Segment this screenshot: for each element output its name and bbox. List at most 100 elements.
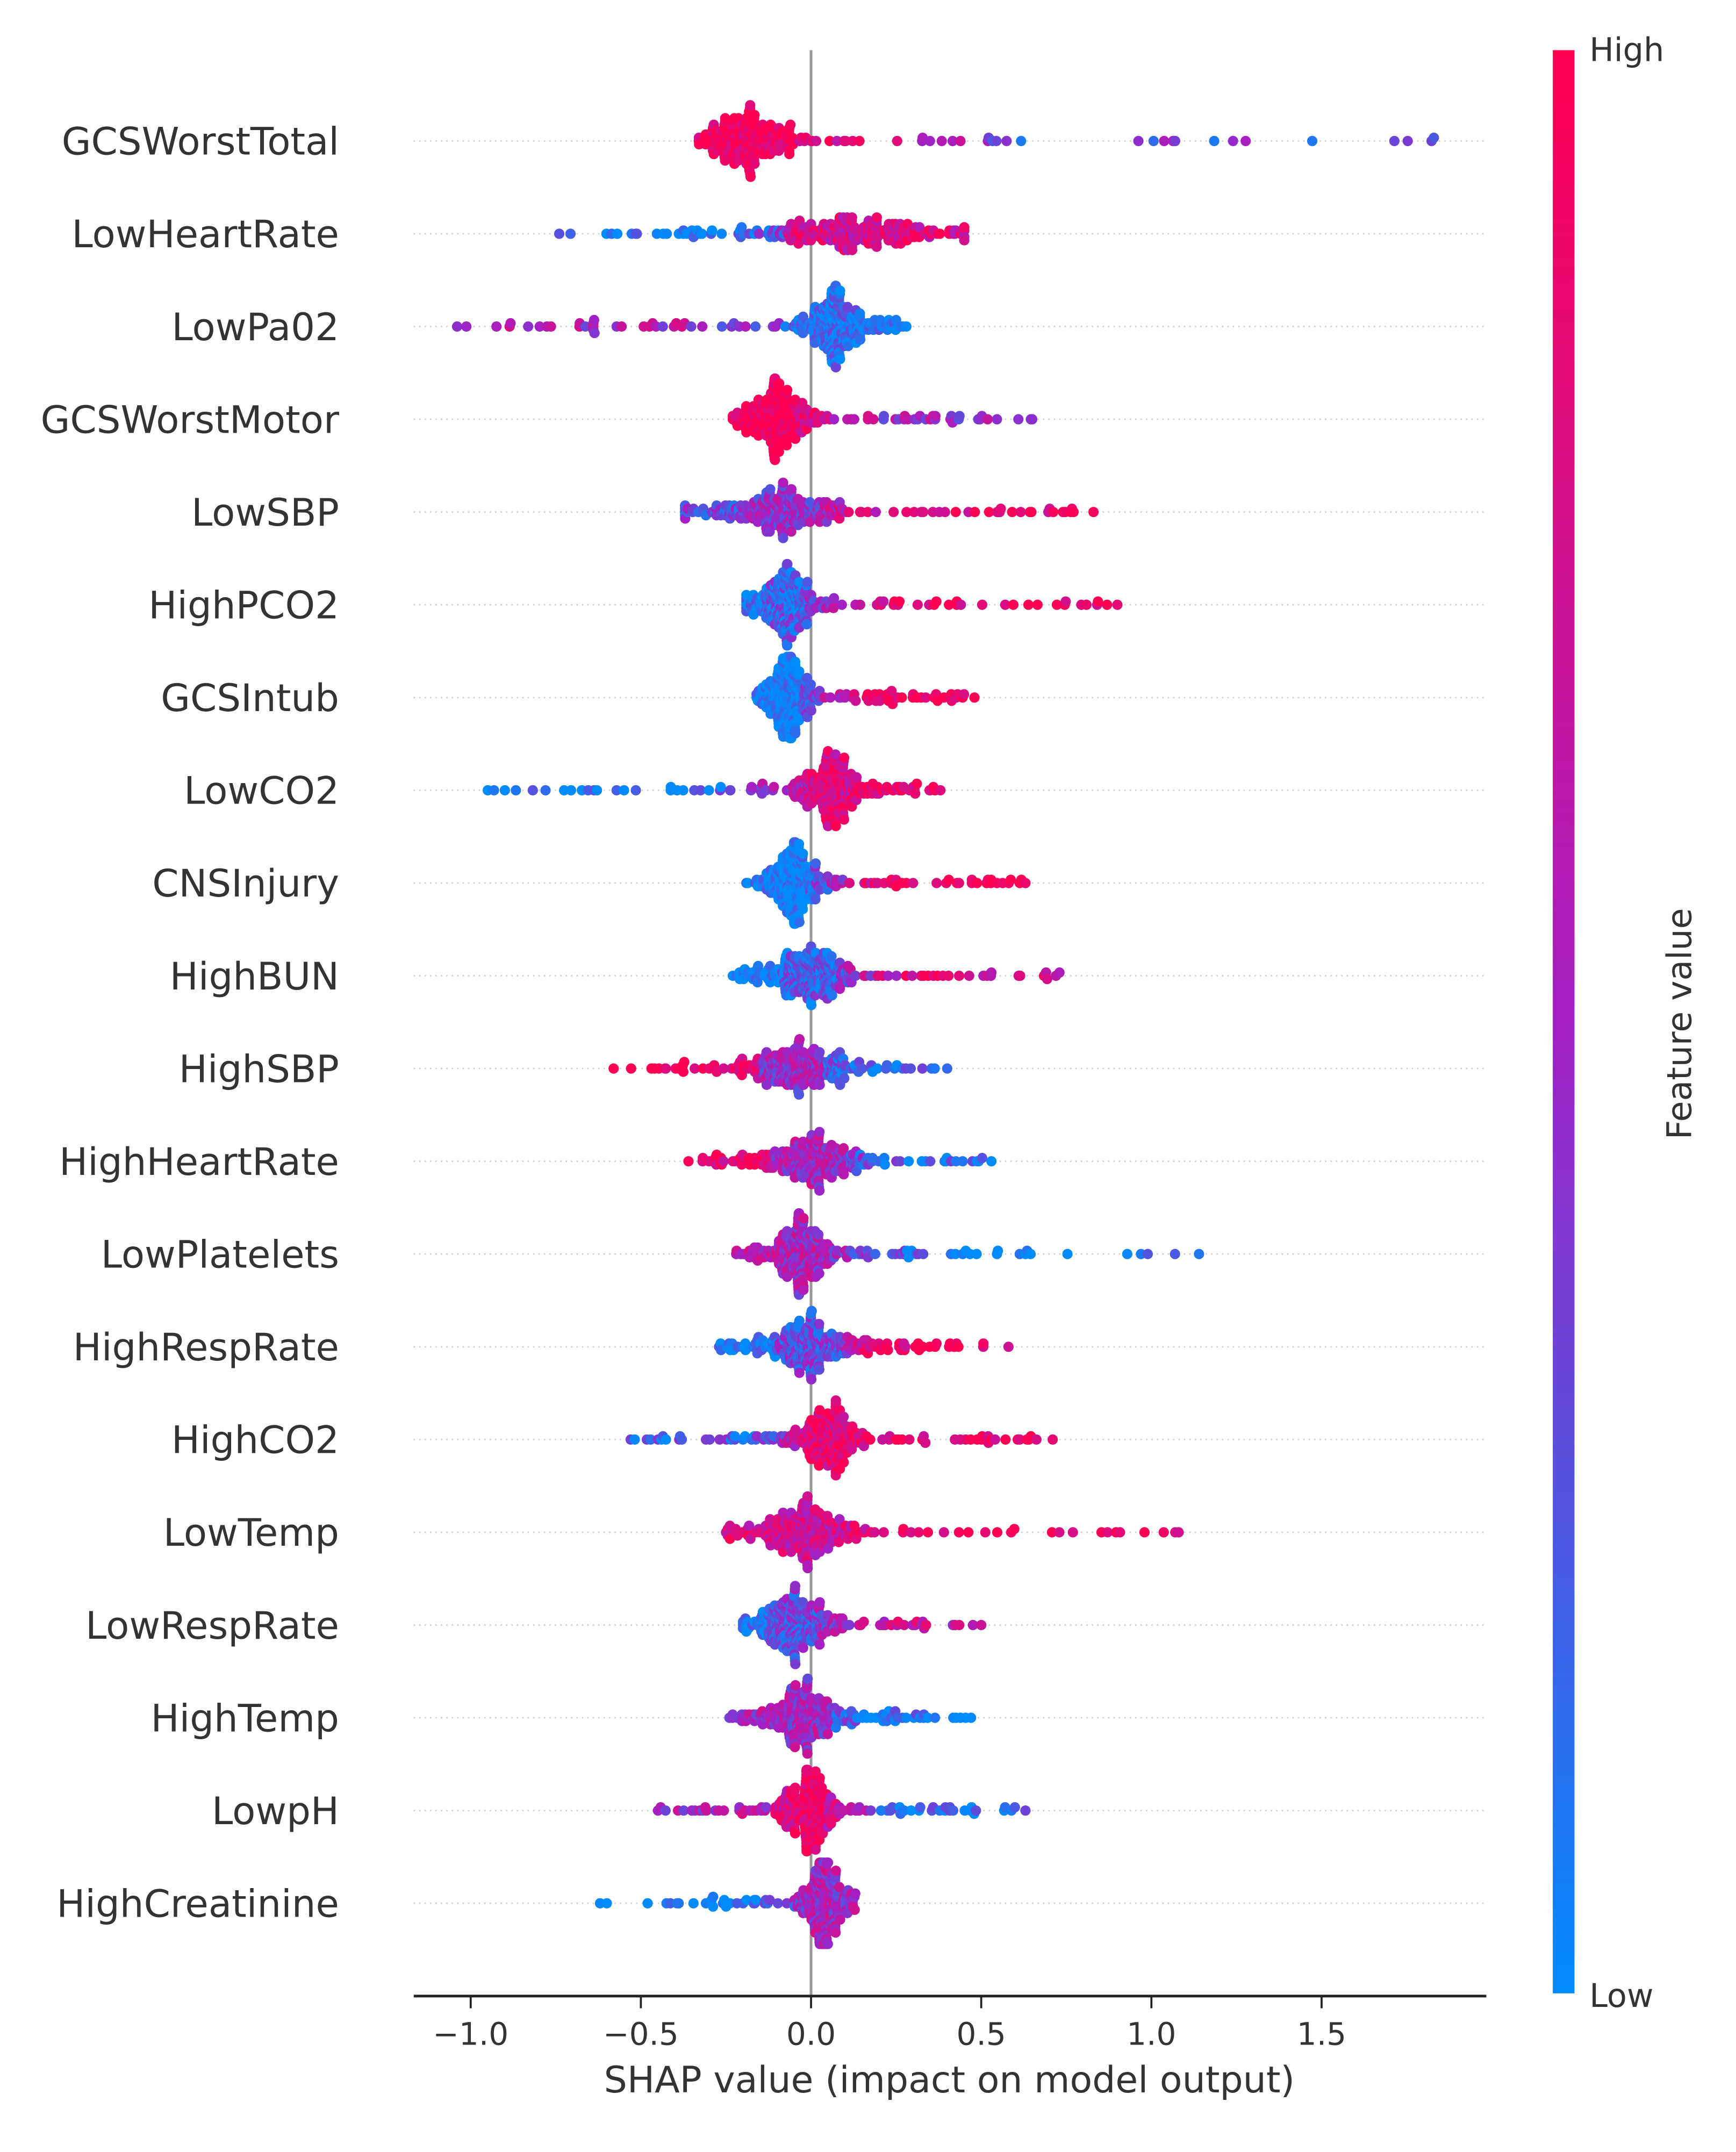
shap-point bbox=[872, 1063, 883, 1074]
shap-point bbox=[540, 785, 551, 795]
shap-point bbox=[718, 1156, 729, 1167]
shap-point bbox=[894, 596, 905, 607]
shap-point bbox=[1014, 1434, 1025, 1445]
shap-point bbox=[830, 1395, 841, 1406]
shap-point bbox=[921, 1619, 931, 1631]
shap-point bbox=[794, 1367, 805, 1378]
shap-point bbox=[461, 321, 472, 332]
shap-point bbox=[1088, 507, 1099, 518]
shap-point bbox=[838, 1143, 849, 1154]
shap-point bbox=[850, 695, 861, 706]
shap-point bbox=[855, 334, 866, 345]
shap-point bbox=[811, 135, 822, 146]
shap-point bbox=[660, 1805, 671, 1816]
shap-point bbox=[1194, 1249, 1204, 1259]
shap-point bbox=[868, 414, 879, 425]
shap-point bbox=[827, 990, 837, 1001]
shap-point bbox=[678, 1805, 689, 1816]
shap-point bbox=[950, 1249, 961, 1259]
shap-point bbox=[836, 599, 847, 610]
shap-point bbox=[790, 433, 801, 444]
shap-point bbox=[1093, 596, 1103, 607]
shap-point bbox=[1158, 1527, 1169, 1538]
shap-point bbox=[1016, 135, 1027, 146]
shap-point bbox=[611, 785, 622, 795]
shap-point bbox=[843, 341, 853, 352]
shap-point bbox=[1429, 132, 1439, 143]
shap-point bbox=[810, 858, 821, 869]
shap-point bbox=[925, 1156, 936, 1167]
shap-point bbox=[888, 507, 899, 518]
shap-point bbox=[1025, 1249, 1036, 1259]
shap-point bbox=[847, 212, 857, 223]
shap-point bbox=[844, 1619, 855, 1631]
shap-point bbox=[905, 1063, 916, 1074]
shap-point bbox=[1015, 970, 1025, 981]
shap-point bbox=[903, 1156, 914, 1167]
shap-point bbox=[939, 507, 950, 518]
shap-point bbox=[924, 135, 935, 146]
shap-point bbox=[1170, 1249, 1180, 1259]
shap-point bbox=[782, 385, 793, 396]
shap-point bbox=[798, 1597, 808, 1608]
shap-point bbox=[900, 1342, 910, 1352]
shap-point bbox=[801, 1846, 813, 1856]
shap-point bbox=[904, 1434, 915, 1445]
shap-point bbox=[745, 171, 756, 182]
shap-point bbox=[910, 788, 921, 799]
shap-point bbox=[1068, 507, 1079, 518]
shap-point bbox=[761, 1079, 772, 1090]
shap-point bbox=[964, 970, 974, 981]
shap-point bbox=[678, 785, 688, 795]
shap-point bbox=[806, 1305, 817, 1316]
shap-point bbox=[930, 411, 941, 421]
shap-point bbox=[813, 1229, 824, 1240]
dots-layer bbox=[451, 100, 1439, 1949]
shap-point bbox=[883, 970, 894, 981]
shap-point bbox=[742, 878, 754, 888]
shap-point bbox=[718, 1063, 729, 1074]
shap-point bbox=[972, 878, 982, 888]
shap-point bbox=[986, 967, 997, 978]
shap-point bbox=[855, 599, 865, 610]
shap-point bbox=[592, 785, 602, 795]
shap-point bbox=[913, 1527, 924, 1538]
shap-point bbox=[505, 318, 516, 329]
shap-point bbox=[948, 1805, 959, 1816]
shap-point bbox=[930, 1712, 941, 1723]
shap-point bbox=[814, 1185, 825, 1196]
shap-point bbox=[740, 321, 751, 332]
shap-point bbox=[678, 1066, 688, 1077]
shap-point bbox=[1001, 135, 1012, 146]
shap-point bbox=[920, 1437, 931, 1448]
shap-point bbox=[790, 1424, 801, 1435]
shap-point bbox=[793, 1089, 805, 1100]
shap-point bbox=[527, 785, 538, 795]
shap-point bbox=[959, 689, 970, 700]
shap-point bbox=[1139, 1527, 1150, 1538]
shap-point bbox=[858, 1616, 869, 1627]
shap-point bbox=[959, 235, 970, 246]
shap-point bbox=[901, 321, 912, 332]
shap-point bbox=[953, 878, 964, 888]
shap-point bbox=[830, 821, 841, 831]
shap-point bbox=[982, 414, 993, 425]
shap-point bbox=[805, 679, 816, 690]
shap-point bbox=[810, 894, 821, 905]
shap-point bbox=[838, 1169, 849, 1180]
shap-point bbox=[786, 526, 797, 537]
shap-point bbox=[842, 302, 853, 312]
shap-point bbox=[786, 484, 797, 494]
shap-point bbox=[1112, 599, 1123, 610]
shap-point bbox=[891, 970, 902, 981]
shap-point bbox=[906, 1527, 916, 1538]
shap-point bbox=[931, 878, 942, 888]
shap-point bbox=[849, 1520, 860, 1531]
shap-point bbox=[814, 1597, 825, 1608]
shap-point bbox=[944, 599, 955, 610]
shap-point bbox=[971, 1805, 981, 1816]
shap-point bbox=[878, 1527, 889, 1538]
shap-point bbox=[989, 1434, 1000, 1445]
shap-point bbox=[1013, 414, 1024, 425]
shap-point bbox=[661, 1063, 671, 1074]
